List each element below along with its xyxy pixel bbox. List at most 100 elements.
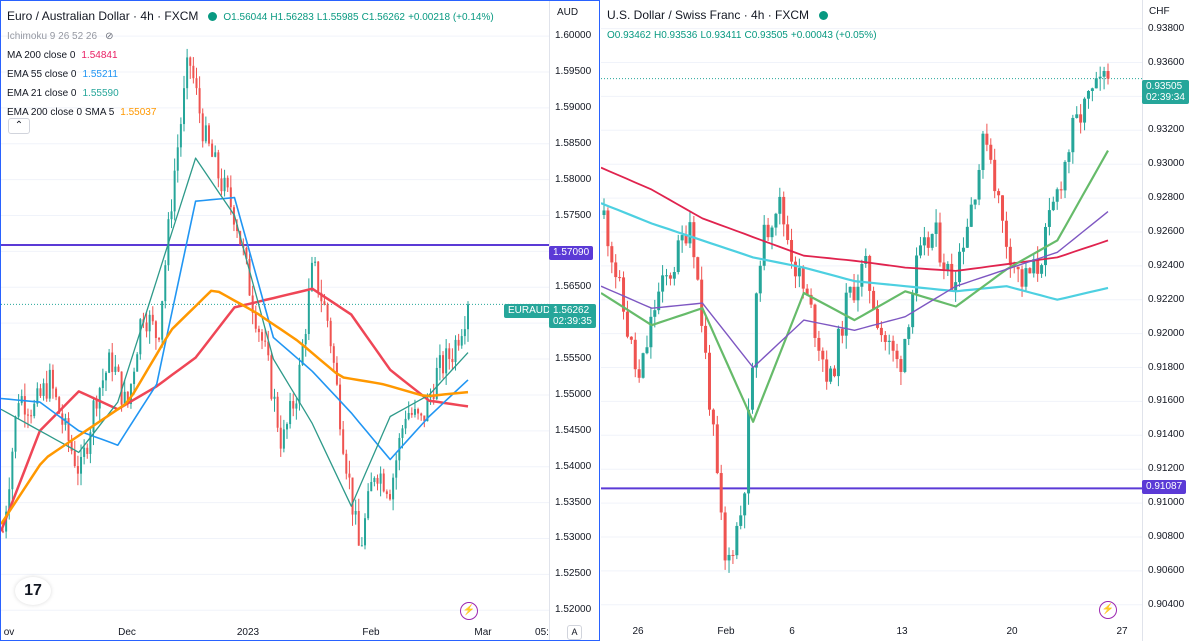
- candle-body: [295, 403, 298, 409]
- candle-body: [410, 413, 413, 415]
- currency-label: AUD: [557, 7, 579, 18]
- candle-body: [279, 427, 282, 449]
- candle-body: [938, 222, 942, 263]
- x-tick-label: 6: [789, 626, 795, 637]
- candle-body: [657, 291, 661, 311]
- level-price-tag: 0.91087: [1142, 480, 1187, 494]
- y-tick-label: 1.52000: [555, 604, 592, 616]
- candle-body: [314, 261, 317, 263]
- candle-body: [758, 265, 762, 294]
- auto-scale-button[interactable]: A: [567, 625, 582, 640]
- collapse-legend-button[interactable]: ⌃: [8, 118, 30, 134]
- candle-body: [339, 384, 342, 430]
- chevron-up-icon: ⌃: [14, 120, 24, 131]
- candle-body: [1047, 210, 1051, 227]
- level-price-tag: 1.57090: [549, 246, 594, 260]
- candle-body: [217, 152, 220, 179]
- usdchf-plot-area[interactable]: [601, 0, 1142, 641]
- candle-body: [55, 388, 58, 398]
- candle-body: [348, 473, 351, 478]
- candle-body: [719, 473, 723, 513]
- symbol-title[interactable]: Euro / Australian Dollar · 4h · FXCM: [7, 9, 199, 23]
- candle-body: [442, 355, 445, 374]
- candle-body: [762, 224, 766, 266]
- indicator-ma200[interactable]: MA 200 close 0 1.54841: [7, 50, 118, 61]
- candle-body: [357, 511, 360, 546]
- chart-pane-usdchf[interactable]: CHF 0.938000.936000.934000.932000.930000…: [601, 0, 1193, 641]
- candle-body: [1032, 259, 1036, 274]
- candle-body: [376, 477, 379, 484]
- y-tick-label: 1.58000: [555, 173, 592, 185]
- indicator-ema200-sma5[interactable]: EMA 200 close 0 SMA 5 1.55037: [7, 107, 157, 118]
- candle-body: [860, 263, 864, 287]
- tradingview-logo-icon[interactable]: 17: [15, 577, 51, 605]
- candle-body: [1079, 114, 1083, 123]
- market-open-dot: [208, 12, 218, 21]
- candle-body: [89, 432, 92, 454]
- candle-body: [903, 338, 907, 372]
- candle-body: [467, 304, 469, 330]
- candle-body: [778, 196, 782, 214]
- candle-body: [633, 339, 637, 370]
- x-tick-label: Feb: [362, 627, 380, 638]
- lightning-icon[interactable]: ⚡: [1099, 601, 1117, 619]
- candle-body: [104, 372, 107, 381]
- candle-body: [329, 320, 332, 347]
- candle-body: [829, 368, 833, 382]
- candle-body: [276, 396, 279, 428]
- y-tick-label: 1.57500: [555, 209, 592, 221]
- candle-body: [1016, 266, 1020, 270]
- chart-pane-euraud[interactable]: AUD 1.60000 1.59500 1.59000 1.58500 1.58000 1…: [0, 0, 600, 641]
- candle-body: [684, 235, 688, 244]
- candle-body: [423, 415, 426, 422]
- series-line-3: [601, 150, 1109, 423]
- euraud-plot-area[interactable]: [1, 1, 549, 641]
- y-tick-label: 1.56500: [555, 281, 592, 293]
- indicator-ichimoku[interactable]: Ichimoku 9 26 52 26 ⊘: [7, 31, 114, 42]
- candle-body: [164, 265, 167, 302]
- x-tick-label: Feb: [717, 626, 735, 637]
- candle-body: [1055, 189, 1059, 202]
- candle-body: [192, 65, 195, 79]
- candle-body: [961, 247, 965, 252]
- candle-body: [711, 409, 715, 425]
- candle-body: [813, 304, 817, 338]
- candle-body: [743, 493, 747, 516]
- series-line-4: [601, 211, 1109, 369]
- price-axis[interactable]: [1142, 0, 1193, 641]
- candle-body: [918, 245, 922, 256]
- x-tick-label: Dec: [118, 627, 136, 638]
- x-tick-label: Mar: [474, 627, 492, 638]
- candle-body: [922, 237, 926, 246]
- candle-body: [618, 277, 622, 279]
- candle-body: [1028, 268, 1032, 274]
- candle-body: [649, 316, 653, 348]
- candle-body: [17, 403, 20, 417]
- candle-body: [158, 337, 161, 340]
- candle-body: [672, 272, 676, 279]
- candle-body: [1067, 152, 1071, 162]
- candle-body: [704, 325, 708, 353]
- candle-body: [170, 211, 173, 220]
- indicator-ema55[interactable]: EMA 55 close 0 1.55211: [7, 69, 118, 80]
- candle-body: [840, 328, 844, 336]
- y-tick-label: 1.59500: [555, 66, 592, 77]
- candle-body: [872, 290, 876, 309]
- symbol-title[interactable]: U.S. Dollar / Swiss Franc · 4h · FXCM: [607, 8, 810, 22]
- candle-body: [36, 388, 39, 404]
- eye-hidden-icon[interactable]: ⊘: [105, 31, 114, 42]
- y-tick-label: 0.92000: [1148, 327, 1185, 339]
- candle-body: [370, 481, 373, 492]
- candle-body: [183, 88, 186, 125]
- candle-body: [641, 353, 645, 378]
- candle-body: [448, 348, 451, 359]
- candle-body: [739, 515, 743, 526]
- series-line-4: [1, 289, 469, 525]
- candle-body: [637, 369, 641, 378]
- lightning-icon[interactable]: ⚡: [460, 602, 478, 620]
- candle-body: [1024, 268, 1028, 287]
- candle-body: [80, 456, 83, 474]
- indicator-ema21[interactable]: EMA 21 close 0 1.55590: [7, 88, 119, 99]
- candle-body: [1071, 117, 1075, 153]
- candle-body: [610, 246, 614, 263]
